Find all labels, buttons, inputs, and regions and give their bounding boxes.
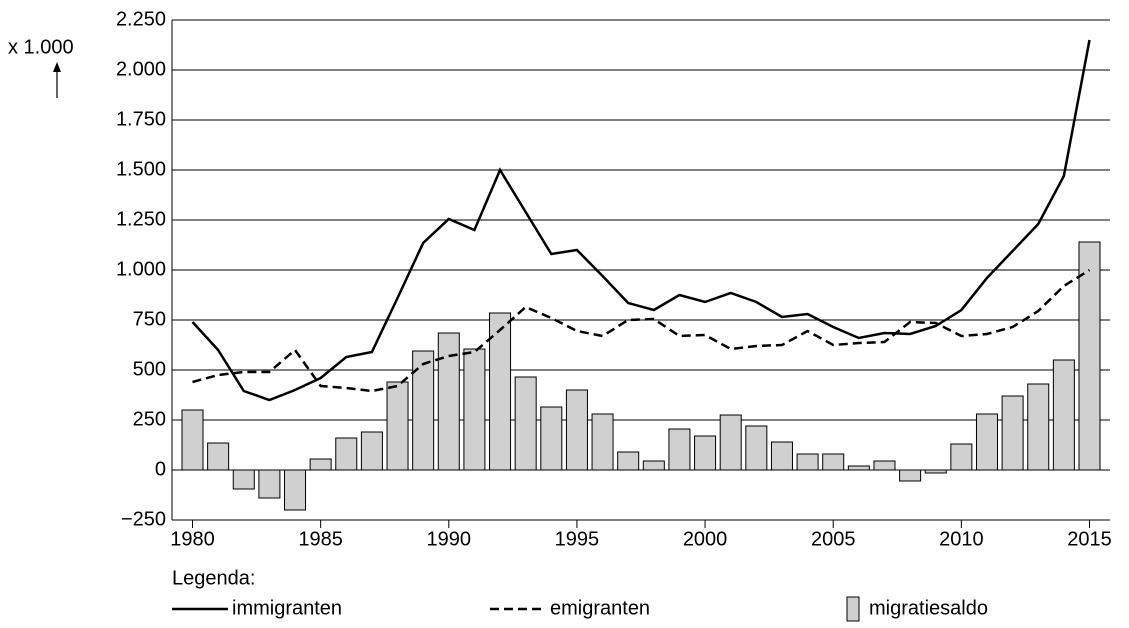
bar — [207, 442, 230, 471]
bar — [386, 381, 409, 471]
y-tick-label: 1.000 — [116, 258, 166, 280]
bar — [360, 431, 383, 471]
y-unit-label: x 1.000 — [8, 36, 74, 58]
bar — [181, 409, 204, 471]
bar — [694, 435, 717, 471]
legend-title: Legenda: — [172, 567, 255, 589]
bar — [1027, 383, 1050, 471]
bar — [719, 414, 742, 471]
x-tick-label: 1980 — [170, 528, 215, 550]
bar — [591, 413, 614, 471]
bar — [514, 376, 537, 471]
x-tick-label: 1990 — [427, 528, 472, 550]
x-tick-label: 1985 — [298, 528, 343, 550]
bar — [642, 460, 665, 471]
y-tick-label: 1.500 — [116, 158, 166, 180]
y-tick-label: −250 — [121, 508, 166, 530]
bar — [565, 389, 588, 471]
bar — [975, 413, 998, 471]
y-arrow-head — [53, 62, 61, 72]
bar — [412, 350, 435, 471]
x-tick-label: 2005 — [811, 528, 856, 550]
y-tick-label: 2.000 — [116, 58, 166, 80]
y-tick-label: 500 — [133, 358, 166, 380]
bar — [335, 437, 358, 471]
bar — [822, 453, 845, 471]
bar — [770, 441, 793, 471]
x-tick-label: 2000 — [683, 528, 728, 550]
bar — [232, 469, 255, 490]
bar — [258, 469, 281, 499]
x-tick-label: 2015 — [1067, 528, 1112, 550]
y-tick-label: 750 — [133, 308, 166, 330]
bar — [1001, 395, 1024, 471]
bar — [873, 460, 896, 471]
bar — [950, 443, 973, 471]
x-tick-label: 2010 — [939, 528, 984, 550]
legend-label: immigranten — [232, 597, 342, 619]
bar — [489, 312, 512, 471]
bar — [1078, 241, 1101, 471]
bar — [617, 451, 640, 471]
legend-label: migratiesaldo — [869, 597, 988, 619]
bar — [796, 453, 819, 471]
x-tick-label: 1995 — [555, 528, 600, 550]
bar — [745, 425, 768, 471]
bar — [463, 348, 486, 471]
legend-swatch — [846, 596, 860, 622]
series-line — [191, 39, 1091, 402]
bar — [847, 465, 870, 471]
bar — [284, 469, 307, 511]
bar — [309, 458, 332, 471]
y-tick-label: 1.750 — [116, 108, 166, 130]
bar — [1052, 359, 1075, 471]
y-tick-label: 250 — [133, 408, 166, 430]
y-tick-label: 2.250 — [116, 8, 166, 30]
bar — [437, 332, 460, 471]
y-tick-label: 1.250 — [116, 208, 166, 230]
bar — [540, 406, 563, 471]
bar — [668, 428, 691, 471]
bar — [899, 469, 922, 482]
legend-label: emigranten — [550, 597, 650, 619]
bar — [924, 469, 947, 474]
y-tick-label: 0 — [155, 458, 166, 480]
